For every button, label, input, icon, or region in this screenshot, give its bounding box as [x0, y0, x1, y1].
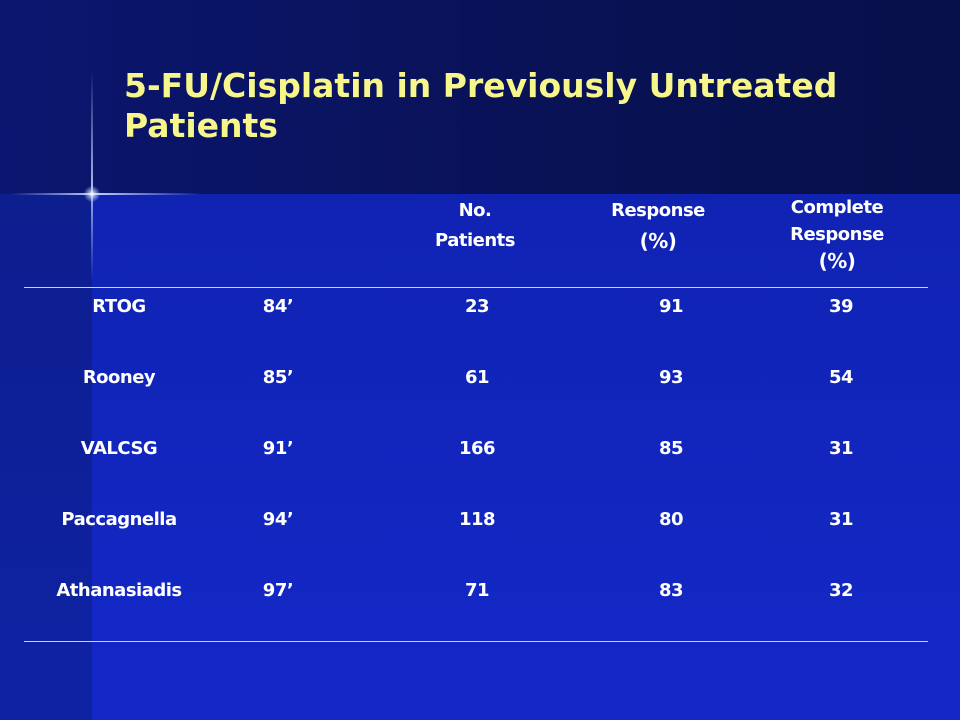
patients-count: 23 — [464, 296, 490, 317]
response-percent: 85 — [658, 438, 684, 459]
study-year: 94’ — [262, 509, 294, 530]
header-band — [0, 0, 960, 194]
header-line: (%) — [818, 249, 856, 273]
study-year: 85’ — [262, 367, 294, 388]
study-name: Rooney — [82, 367, 156, 388]
sparkle-horizontal-ray — [10, 193, 200, 195]
patients-count: 166 — [458, 438, 496, 459]
table-row: Rooney 85’ 61 93 54 — [24, 363, 928, 393]
table-row: VALCSG 91’ 166 85 31 — [24, 434, 928, 464]
table-rule-bottom — [24, 641, 928, 642]
header-response: Response (%) — [578, 196, 738, 256]
patients-count: 118 — [458, 509, 496, 530]
header-line: Patients — [435, 230, 515, 251]
header-line: Complete — [790, 197, 884, 218]
header-line: Response — [790, 224, 884, 245]
complete-response-percent: 54 — [828, 367, 854, 388]
sparkle-vertical-ray — [91, 70, 93, 280]
table-row: Paccagnella 94’ 118 80 31 — [24, 505, 928, 535]
response-percent: 83 — [658, 580, 684, 601]
header-line: (%) — [639, 229, 677, 253]
study-year: 91’ — [262, 438, 294, 459]
study-name: RTOG — [92, 296, 146, 317]
response-percent: 91 — [658, 296, 684, 317]
patients-count: 61 — [464, 367, 490, 388]
study-year: 84’ — [262, 296, 294, 317]
response-percent: 93 — [658, 367, 684, 388]
header-line: Response — [611, 200, 705, 221]
left-band — [0, 194, 92, 720]
study-name: Paccagnella — [61, 509, 177, 530]
patients-count: 71 — [464, 580, 490, 601]
complete-response-percent: 31 — [828, 438, 854, 459]
study-name: VALCSG — [80, 438, 158, 459]
study-year: 97’ — [262, 580, 294, 601]
complete-response-percent: 32 — [828, 580, 854, 601]
sparkle-core — [84, 186, 100, 202]
slide-title: 5-FU/Cisplatin in Previously Untreated P… — [124, 66, 838, 145]
study-name: Athanasiadis — [56, 580, 182, 601]
header-line: No. — [458, 200, 492, 221]
complete-response-percent: 39 — [828, 296, 854, 317]
table-rule-top — [24, 287, 928, 288]
header-no-patients: No. Patients — [400, 196, 550, 256]
header-complete-response: Complete Response (%) — [762, 194, 912, 275]
response-percent: 80 — [658, 509, 684, 530]
table-row: Athanasiadis 97’ 71 83 32 — [24, 576, 928, 606]
complete-response-percent: 31 — [828, 509, 854, 530]
table-row: RTOG 84’ 23 91 39 — [24, 292, 928, 322]
